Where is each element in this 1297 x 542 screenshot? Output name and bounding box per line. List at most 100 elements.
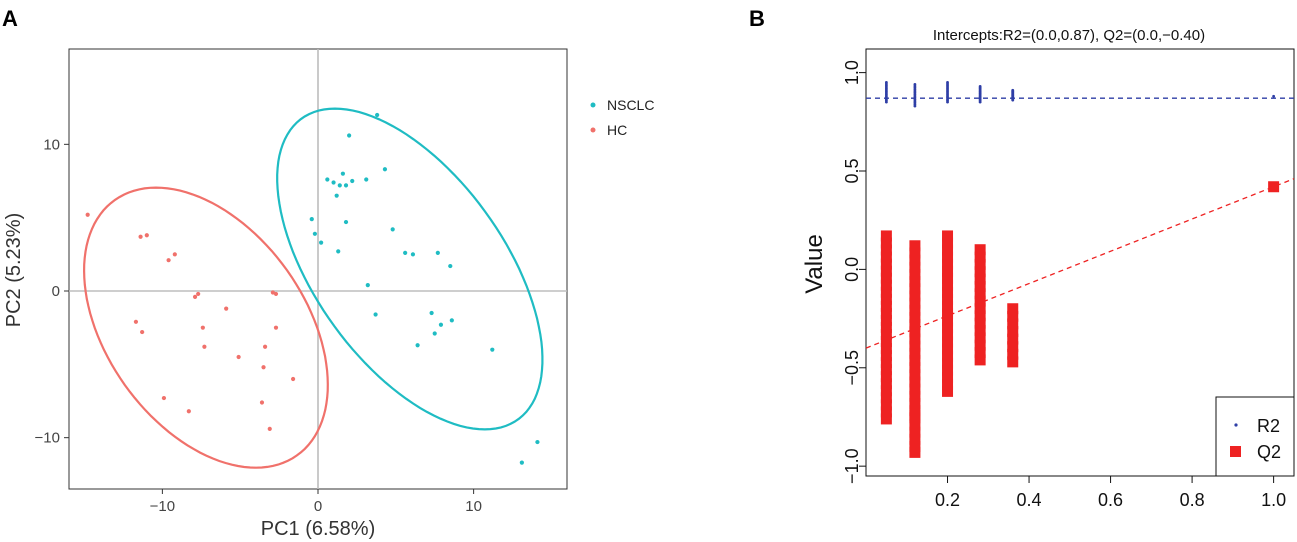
q2-point xyxy=(974,347,986,359)
data-point-hc xyxy=(133,319,139,324)
data-point-hc xyxy=(267,426,272,431)
q2-point xyxy=(880,378,892,390)
data-point-nsclc xyxy=(535,439,540,445)
q2-point xyxy=(880,385,892,397)
q2-point xyxy=(880,300,892,312)
q2-point xyxy=(909,283,921,295)
regression-line-q2 xyxy=(865,178,1295,349)
q2-point xyxy=(1007,326,1019,338)
q2-point xyxy=(1268,181,1280,193)
q2-point xyxy=(942,301,954,313)
q2-point xyxy=(880,364,892,376)
data-point-hc xyxy=(261,365,266,370)
pca-y-tick-label: 0 xyxy=(52,283,60,300)
data-point-nsclc xyxy=(519,460,524,465)
legend-hc-label: HC xyxy=(607,122,627,138)
q2-point xyxy=(909,254,921,266)
data-point-hc xyxy=(85,212,90,217)
legend-q2-label: Q2 xyxy=(1257,442,1281,462)
q2-point xyxy=(974,354,986,366)
confidence-ellipse-nsclc xyxy=(276,107,544,431)
data-point-hc xyxy=(161,395,167,401)
data-point-nsclc xyxy=(449,318,454,323)
data-point-hc xyxy=(273,325,279,330)
q2-point xyxy=(1007,303,1019,315)
pca-y-axis-label: PC2 (5.23%) xyxy=(3,213,25,328)
data-point-hc xyxy=(140,329,145,335)
q2-point xyxy=(942,357,954,369)
q2-point xyxy=(942,378,954,390)
q2-point xyxy=(974,310,986,322)
pca-x-tick-label: 0 xyxy=(314,498,322,515)
data-point-hc xyxy=(291,376,296,382)
data-point-hc xyxy=(186,409,191,414)
data-point-nsclc xyxy=(309,217,314,222)
q2-point xyxy=(942,343,954,355)
q2-point xyxy=(880,230,892,242)
q2-point xyxy=(942,329,954,341)
q2-point xyxy=(974,339,986,351)
r2-point xyxy=(1011,88,1015,92)
q2-point xyxy=(909,369,921,381)
q2-point xyxy=(1007,333,1019,345)
q2-point xyxy=(909,268,921,280)
data-point-nsclc xyxy=(364,177,369,182)
q2-point xyxy=(1007,356,1019,368)
pca-x-tick-label: −10 xyxy=(150,498,175,515)
q2-point xyxy=(880,371,892,383)
data-point-nsclc xyxy=(490,347,495,352)
data-point-nsclc xyxy=(343,183,349,188)
q2-point xyxy=(880,244,892,256)
r2-point xyxy=(1272,94,1276,98)
permutation-x-tick-label: 0.4 xyxy=(1017,490,1042,510)
q2-point xyxy=(909,440,921,452)
legend-q2-marker xyxy=(1230,446,1241,457)
permutation-y-tick-label: 1.0 xyxy=(842,60,862,85)
confidence-ellipse-hc xyxy=(82,186,329,469)
q2-point xyxy=(909,419,921,431)
data-point-nsclc xyxy=(343,219,349,225)
pca-ellipses xyxy=(82,107,544,469)
data-point-nsclc xyxy=(435,250,440,255)
q2-point xyxy=(942,272,954,284)
q2-point xyxy=(909,362,921,374)
pca-axes: −10 0 10 −10 0 10 xyxy=(35,49,567,515)
data-point-hc xyxy=(224,306,229,311)
legend-hc-marker xyxy=(590,127,596,133)
data-point-nsclc xyxy=(337,183,342,188)
permutation-y-tick-label: −0.5 xyxy=(842,350,862,386)
r2-point xyxy=(913,83,917,86)
data-point-nsclc xyxy=(312,231,317,236)
data-point-hc xyxy=(138,234,143,239)
q2-point xyxy=(880,279,892,291)
data-point-hc xyxy=(196,291,201,297)
q2-point xyxy=(909,247,921,259)
q2-point xyxy=(880,272,892,284)
q2-point xyxy=(1007,341,1019,353)
r2-point xyxy=(884,81,888,84)
q2-point xyxy=(909,433,921,445)
data-point-hc xyxy=(192,294,198,299)
permutation-x-tick-label: 0.6 xyxy=(1098,490,1123,510)
data-point-nsclc xyxy=(347,133,352,138)
permutation-regression-lines xyxy=(865,97,1295,349)
q2-point xyxy=(1007,318,1019,330)
q2-point xyxy=(909,397,921,409)
pca-y-tick-label: −10 xyxy=(35,430,60,447)
q2-point xyxy=(942,371,954,383)
permutation-axes: 0.2 0.4 0.6 0.8 1.0 −1.0 −0.5 0.0 0.5 1.0 xyxy=(842,60,1286,510)
q2-point xyxy=(880,336,892,348)
q2-point xyxy=(1007,310,1019,322)
q2-point xyxy=(942,385,954,397)
q2-point xyxy=(880,350,892,362)
q2-point xyxy=(974,258,986,270)
data-point-hc xyxy=(262,344,268,349)
q2-point xyxy=(909,390,921,402)
data-point-nsclc xyxy=(365,283,370,288)
permutation-y-axis-label: Value xyxy=(801,234,828,294)
q2-point xyxy=(974,325,986,337)
data-point-nsclc xyxy=(375,112,380,118)
q2-point xyxy=(942,237,954,249)
data-point-nsclc xyxy=(336,249,341,254)
